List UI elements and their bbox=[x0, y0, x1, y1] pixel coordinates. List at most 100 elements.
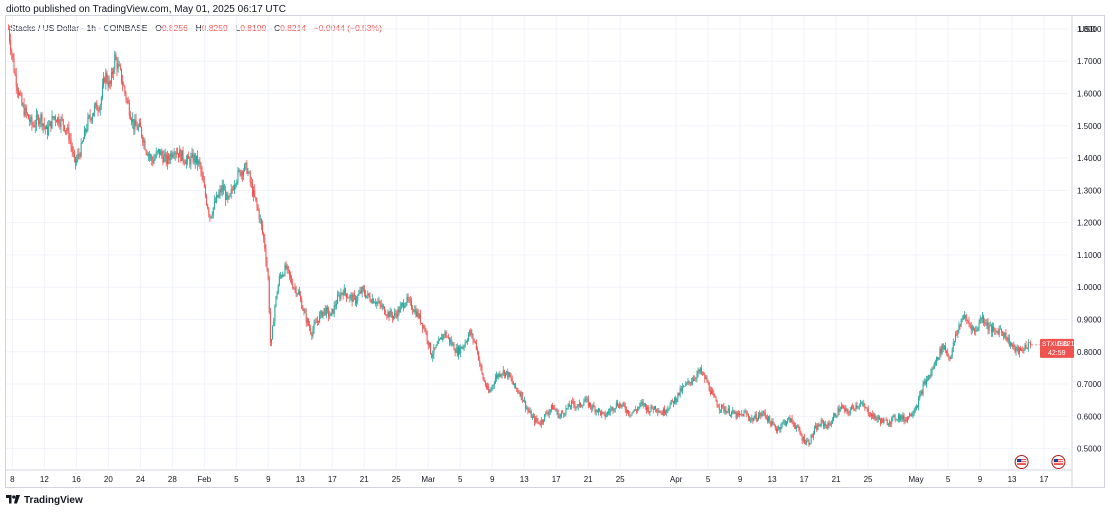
candle-body bbox=[667, 409, 669, 410]
candle-body bbox=[607, 411, 609, 413]
candle-body bbox=[292, 283, 294, 289]
candle-body bbox=[485, 385, 487, 389]
candle-body bbox=[989, 325, 991, 327]
candle-body bbox=[105, 72, 107, 83]
candle-body bbox=[109, 81, 111, 84]
candle-body bbox=[675, 398, 677, 403]
candle-body bbox=[841, 405, 843, 407]
tradingview-brand-text: TradingView bbox=[24, 495, 83, 506]
candle-body bbox=[398, 308, 400, 313]
candle-body bbox=[920, 391, 922, 395]
candle-body bbox=[812, 433, 814, 437]
candle-body bbox=[564, 414, 566, 415]
candle-body bbox=[1016, 347, 1018, 348]
candle-body bbox=[38, 116, 40, 125]
y-axis[interactable]: 0.5000 0.6000 0.7000 0.8000 0.9000 1.0000 1.10… bbox=[1071, 16, 1102, 488]
candle-body bbox=[535, 418, 537, 423]
candle-body bbox=[630, 414, 632, 416]
candle-body bbox=[138, 122, 140, 127]
x-axis[interactable]: 8 12 16 20 24 28 Feb 5 9 13 17 21 25 Mar 5 9 13 17 21 25 Apr… bbox=[6, 469, 1072, 484]
candle-body bbox=[818, 424, 820, 427]
candle-body bbox=[508, 372, 510, 378]
candle-body bbox=[557, 410, 559, 418]
candle-body bbox=[127, 100, 129, 104]
candle-body bbox=[866, 407, 868, 409]
candle-body bbox=[31, 117, 33, 125]
candle-body bbox=[307, 319, 309, 326]
x-tick-label: 13 bbox=[520, 475, 529, 484]
candle-body bbox=[249, 172, 251, 182]
candle-body bbox=[50, 121, 52, 129]
candle-body bbox=[786, 422, 788, 425]
candle-body bbox=[285, 264, 287, 269]
candle-body bbox=[1027, 342, 1029, 349]
candle-body bbox=[996, 331, 998, 332]
candle-body bbox=[568, 403, 570, 407]
candle-body bbox=[912, 413, 914, 415]
candle-body bbox=[504, 372, 506, 377]
candle-body bbox=[712, 390, 714, 393]
candle-body bbox=[49, 121, 51, 126]
candle-body bbox=[434, 347, 436, 349]
candle-body bbox=[610, 408, 612, 412]
us-flag-icon[interactable] bbox=[1014, 455, 1029, 469]
candle-body bbox=[213, 201, 215, 208]
candle-body bbox=[312, 329, 314, 336]
candle-body bbox=[366, 295, 368, 298]
candle-body bbox=[106, 72, 108, 82]
candle-body bbox=[878, 416, 880, 420]
candle-body bbox=[836, 416, 838, 417]
candle-body bbox=[16, 86, 18, 91]
candle-body bbox=[764, 412, 766, 417]
candle-body bbox=[765, 416, 767, 418]
candle-body bbox=[516, 387, 518, 390]
candle-body bbox=[232, 189, 234, 191]
candle-body bbox=[250, 181, 252, 184]
candle-body bbox=[661, 412, 663, 415]
candle-body bbox=[457, 346, 459, 356]
x-tick-label: 13 bbox=[1008, 475, 1017, 484]
candle-body bbox=[92, 112, 94, 117]
us-flag-icon[interactable] bbox=[1051, 455, 1066, 469]
candle-body bbox=[519, 393, 521, 397]
candle-body bbox=[190, 156, 192, 165]
price-tag-symbol: STXUSD bbox=[1042, 341, 1069, 348]
y-tick-label: 0.9000 bbox=[1077, 315, 1102, 324]
candle-body bbox=[499, 373, 501, 377]
candle-body bbox=[949, 356, 951, 359]
candle-body bbox=[10, 40, 12, 51]
candle-body bbox=[824, 423, 826, 426]
candle-body bbox=[998, 329, 1000, 335]
candle-body bbox=[219, 189, 221, 194]
candle-body bbox=[59, 124, 61, 127]
candle-body bbox=[517, 389, 519, 393]
candle-body bbox=[381, 306, 383, 308]
candle-body bbox=[440, 337, 442, 340]
candle-body bbox=[571, 400, 573, 407]
candle-body bbox=[397, 308, 399, 318]
candle-body bbox=[546, 412, 548, 414]
candle-body bbox=[1009, 343, 1011, 346]
candle-body bbox=[474, 341, 476, 343]
candle-body bbox=[644, 403, 646, 407]
candle-body bbox=[953, 341, 955, 343]
candle-body bbox=[611, 407, 613, 409]
candle-body bbox=[195, 155, 197, 163]
candle-body bbox=[257, 205, 259, 210]
candle-body bbox=[734, 412, 736, 414]
candle-body bbox=[329, 315, 331, 317]
candle-body bbox=[26, 113, 28, 115]
candle-body bbox=[717, 405, 719, 408]
candle-body bbox=[965, 315, 967, 318]
candle-body bbox=[117, 64, 119, 70]
candle-body bbox=[452, 343, 454, 345]
candle-layer bbox=[7, 24, 1032, 447]
x-tick-label: Apr bbox=[670, 475, 683, 484]
candle-body bbox=[975, 330, 977, 332]
candle-body bbox=[192, 153, 194, 163]
candle-body bbox=[670, 400, 672, 404]
candle-body bbox=[961, 319, 963, 321]
candle-body bbox=[404, 305, 406, 308]
candle-body bbox=[549, 409, 551, 412]
